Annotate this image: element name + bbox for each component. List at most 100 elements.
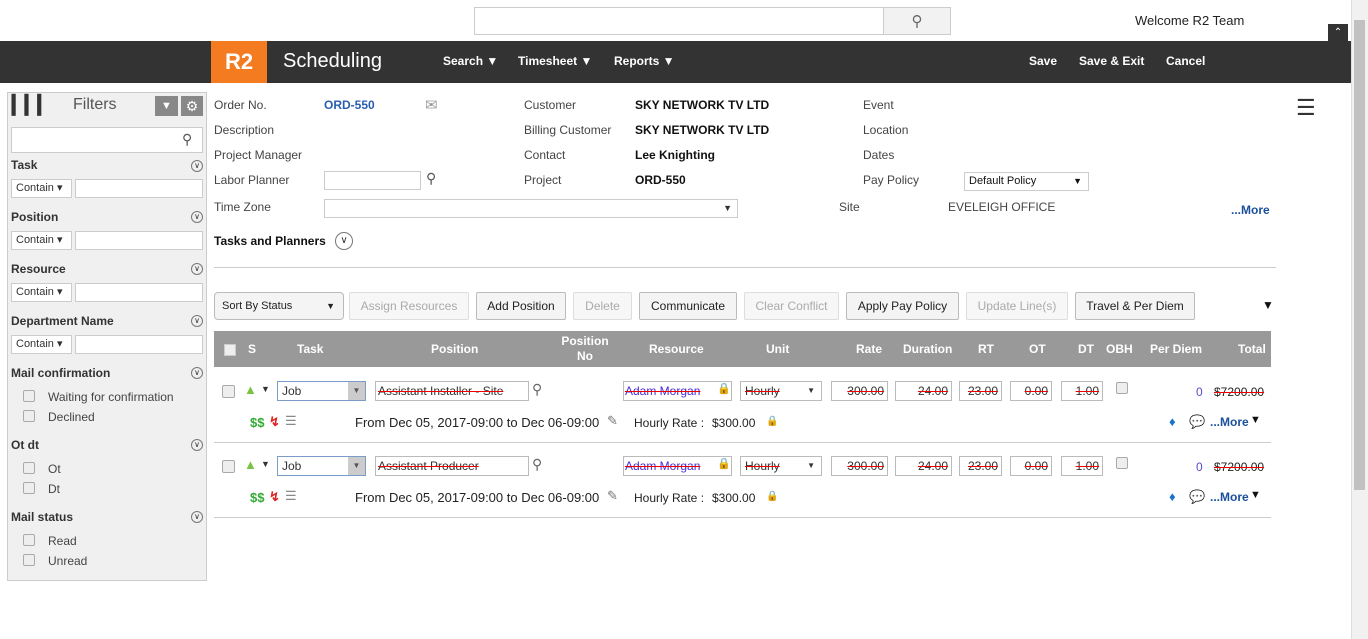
task-filter-input[interactable]	[75, 179, 203, 198]
dt-checkbox[interactable]	[23, 482, 35, 494]
resource-input[interactable]: Adam Morgan	[623, 456, 732, 476]
pencil-icon[interactable]: ✎	[607, 488, 618, 503]
conflict-icon[interactable]: ↯	[269, 489, 280, 504]
assign-resources-button[interactable]: Assign Resources	[349, 292, 469, 320]
cancel-button[interactable]: Cancel	[1166, 54, 1206, 68]
time-zone-select[interactable]: ▼	[324, 199, 738, 218]
layers-icon[interactable]: ☰	[285, 488, 297, 503]
position-filter-input[interactable]	[75, 231, 203, 250]
delete-button[interactable]: Delete	[573, 292, 632, 320]
note-icon[interactable]: ♦	[1169, 414, 1176, 429]
resource-operator-select[interactable]: Contain ▾	[11, 283, 72, 302]
ot-input[interactable]: 0.00	[1010, 381, 1052, 401]
save-button[interactable]: Save	[1029, 54, 1058, 68]
status-dropdown-icon[interactable]: ▼	[261, 459, 270, 469]
lock-icon[interactable]: 🔒	[717, 383, 731, 395]
more-details-link[interactable]: ...More	[1231, 203, 1270, 217]
select-all-checkbox[interactable]	[224, 344, 236, 356]
lock-icon[interactable]: 🔒	[766, 416, 779, 427]
add-position-button[interactable]: Add Position	[476, 292, 566, 320]
duration-input[interactable]: 24.00	[895, 381, 952, 401]
update-lines-button[interactable]: Update Line(s)	[966, 292, 1068, 320]
pay-policy-select[interactable]: Default Policy ▼	[964, 172, 1089, 191]
order-no-link[interactable]: ORD-550	[324, 98, 375, 112]
obh-checkbox[interactable]	[1116, 382, 1128, 394]
resource-filter-input[interactable]	[75, 283, 203, 302]
dt-input[interactable]: 1.00	[1061, 381, 1103, 401]
search-icon[interactable]: ⚲	[532, 456, 543, 472]
rate-input[interactable]: 300.00	[831, 456, 888, 476]
chat-icon[interactable]: 💬	[1189, 489, 1206, 504]
rate-input[interactable]: 300.00	[831, 381, 888, 401]
per-diem-link[interactable]: 0	[1196, 385, 1203, 399]
ot-input[interactable]: 0.00	[1010, 456, 1052, 476]
lock-icon[interactable]: 🔒	[766, 491, 779, 502]
row-more-dropdown-icon[interactable]: ▼	[1250, 489, 1261, 501]
chevron-down-icon[interactable]: ∨	[191, 315, 203, 327]
position-input[interactable]: Assistant Producer	[375, 456, 529, 476]
declined-checkbox[interactable]	[23, 410, 35, 422]
chevron-down-icon[interactable]: ∨	[191, 211, 203, 223]
rt-input[interactable]: 23.00	[959, 456, 1002, 476]
unit-select[interactable]: Hourly ▼	[740, 381, 822, 401]
department-filter-input[interactable]	[75, 335, 203, 354]
unread-checkbox[interactable]	[23, 554, 35, 566]
gear-icon[interactable]: ⚙	[181, 96, 203, 116]
chevron-down-icon[interactable]: ∨	[191, 439, 203, 451]
position-input[interactable]: Assistant Installer - Site	[375, 381, 529, 401]
toolbar-dropdown-icon[interactable]: ▼	[1262, 298, 1274, 312]
chevron-down-icon[interactable]: ∨	[191, 511, 203, 523]
mail-cancel-icon[interactable]: ✉	[425, 97, 438, 114]
chat-icon[interactable]: 💬	[1189, 414, 1206, 429]
task-select[interactable]: Job ▼	[277, 381, 366, 401]
unit-select[interactable]: Hourly ▼	[740, 456, 822, 476]
waiting-checkbox[interactable]	[23, 390, 35, 402]
per-diem-link[interactable]: 0	[1196, 460, 1203, 474]
search-icon[interactable]: ⚲	[426, 170, 437, 186]
filter-search-input[interactable]	[11, 127, 203, 153]
labor-planner-input[interactable]	[324, 171, 421, 190]
dollar-icon[interactable]: $$	[250, 490, 265, 505]
obh-checkbox[interactable]	[1116, 457, 1128, 469]
scrollbar-thumb[interactable]	[1354, 20, 1365, 490]
communicate-button[interactable]: Communicate	[639, 292, 737, 320]
read-checkbox[interactable]	[23, 534, 35, 546]
save-exit-button[interactable]: Save & Exit	[1079, 54, 1145, 68]
sort-select[interactable]: Sort By Status ▼	[214, 292, 344, 320]
dt-input[interactable]: 1.00	[1061, 456, 1103, 476]
row-checkbox[interactable]	[222, 460, 235, 473]
row-more-dropdown-icon[interactable]: ▼	[1250, 414, 1261, 426]
duration-input[interactable]: 24.00	[895, 456, 952, 476]
chevron-down-icon[interactable]: ∨	[191, 263, 203, 275]
global-search-input[interactable]	[474, 7, 884, 35]
menu-search[interactable]: Search ▼	[443, 54, 499, 68]
chevron-down-icon[interactable]: ∨	[335, 232, 353, 250]
menu-timesheet[interactable]: Timesheet ▼	[518, 54, 593, 68]
side-menu-icon[interactable]: ☰	[1296, 95, 1316, 120]
status-icon[interactable]: ▲	[244, 382, 257, 397]
clear-filter-icon[interactable]: ▼	[155, 96, 178, 116]
row-more-link[interactable]: ...More	[1210, 490, 1249, 504]
chevron-down-icon[interactable]: ∨	[191, 160, 203, 172]
search-icon[interactable]: ⚲	[532, 381, 543, 397]
ot-checkbox[interactable]	[23, 462, 35, 474]
lock-icon[interactable]: 🔒	[717, 458, 731, 470]
clear-conflict-button[interactable]: Clear Conflict	[744, 292, 839, 320]
dollar-icon[interactable]: $$	[250, 415, 265, 430]
status-icon[interactable]: ▲	[244, 457, 257, 472]
resource-input[interactable]: Adam Morgan	[623, 381, 732, 401]
task-operator-select[interactable]: Contain ▾	[11, 179, 72, 198]
apply-pay-policy-button[interactable]: Apply Pay Policy	[846, 292, 959, 320]
row-more-link[interactable]: ...More	[1210, 415, 1249, 429]
department-operator-select[interactable]: Contain ▾	[11, 335, 72, 354]
menu-reports[interactable]: Reports ▼	[614, 54, 675, 68]
columns-icon[interactable]: ▎▎▎	[12, 95, 52, 115]
layers-icon[interactable]: ☰	[285, 413, 297, 428]
row-checkbox[interactable]	[222, 385, 235, 398]
chevron-down-icon[interactable]: ∨	[191, 367, 203, 379]
travel-per-diem-button[interactable]: Travel & Per Diem	[1075, 292, 1195, 320]
conflict-icon[interactable]: ↯	[269, 414, 280, 429]
task-select[interactable]: Job ▼	[277, 456, 366, 476]
global-search-button[interactable]: ⚲	[883, 7, 951, 35]
rt-input[interactable]: 23.00	[959, 381, 1002, 401]
